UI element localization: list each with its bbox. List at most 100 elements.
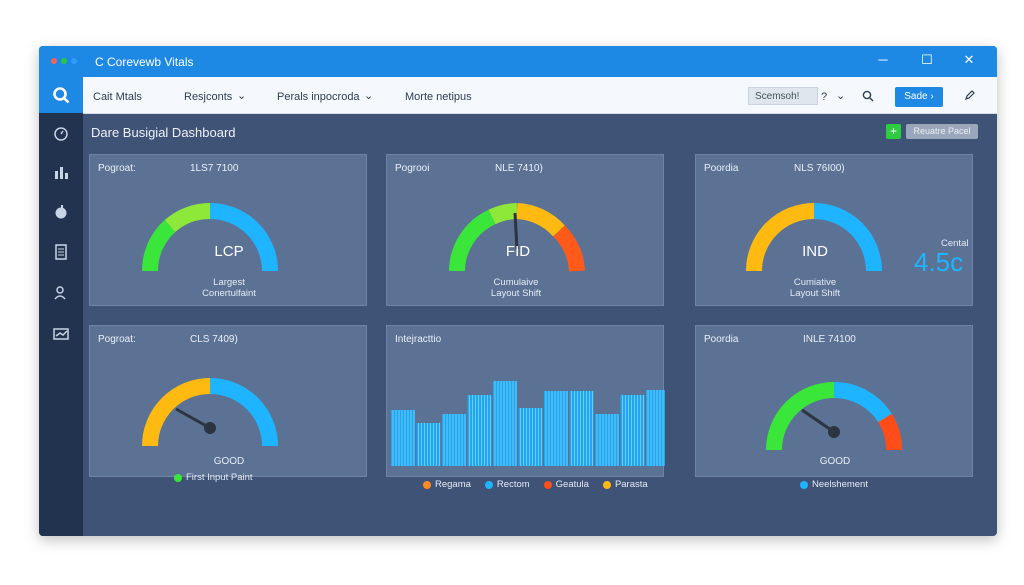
gauge-needle [513,212,519,250]
gauge-label: LCP [214,243,244,260]
legend-label: First Input Paint [186,472,253,483]
bar [518,408,543,466]
card-label: Poordia [704,334,739,345]
card-fid[interactable]: Pogrooi NLE 7410) FID Cumulaive Layout S… [386,154,664,306]
toolbar-item-morte[interactable]: Morte netipus [405,91,472,103]
legend-dot [423,480,431,489]
legend-dot [543,480,552,489]
minimize-dot[interactable] [71,58,77,64]
legend-label: Regama [435,479,471,490]
page-title: Dare Busigial Dashboard [91,125,236,140]
legend-label: Rectom [496,479,530,490]
close-dot[interactable] [51,58,57,64]
legend-label: Neelshement [812,479,868,490]
help-button[interactable]: ? [821,91,828,103]
gauge-needle [801,408,835,434]
legend-label: Parasta [614,479,648,490]
legend-dot [484,480,493,489]
apple-icon[interactable] [52,203,70,221]
gauge-needle [175,407,211,430]
save-button[interactable]: Sade › [895,87,943,107]
toolbar: Cait Mtals Resjconts ⌄ Perals inpocroda … [39,77,997,114]
legend: Neelshement [800,479,868,490]
gauge-sub-2: Conertulfaint [202,288,256,299]
bar [493,381,517,466]
chevron-down-icon[interactable]: ⌄ [836,90,846,102]
toolbar-item-perals[interactable]: Perals inpocroda [277,91,360,103]
gauge-status: GOOD [819,456,851,467]
chart-legend: Regama Rectom Geatula Parasta [423,479,648,490]
bar [569,391,594,466]
bar [595,414,619,466]
big-value: 4.5c [914,247,964,277]
chevron-down-icon[interactable]: ⌄ [364,90,374,102]
gauge-pivot [828,426,840,438]
card-label: Pogroat: [98,334,136,345]
card-label: Pogroat: [98,163,136,174]
legend-label: Geatula [555,479,589,490]
main-content: Dare Busigial Dashboard + Reuatre Pacel … [83,113,997,536]
lcp-gauge [141,202,278,272]
card-neelshement[interactable]: Poordia INLE 74100 GOOD Neelshement [695,325,973,490]
fid-gauge [449,203,585,272]
search-icon[interactable] [862,90,874,102]
bar [620,395,645,466]
legend-dot [602,480,611,489]
bar [544,391,568,466]
search-input[interactable]: Scemsoh! [748,87,818,105]
toolbar-item-resjconts[interactable]: Resjconts [184,91,233,103]
card-label: Poordia [704,163,739,174]
card-value: CLS 7409) [190,334,238,345]
card-interaction[interactable]: Intejracttio Regama Rectom Geatula Paras… [386,325,665,490]
big-value-label: Cental [941,238,969,249]
gauge-sub-1: Cumiative [793,277,837,288]
card-value: 1LS7 7100 [190,163,239,174]
search-icon[interactable] [52,86,70,104]
card-ind[interactable]: Poordia NLS 76I00) IND Cumiative Layout … [695,154,973,306]
bar [442,414,466,466]
gauge-sub-2: Layout Shift [490,288,542,299]
ind-gauge [746,203,882,272]
card-value: NLE 7410) [495,163,543,174]
bar [391,410,415,466]
trend-chart-icon[interactable] [52,325,70,343]
gauge-sub-1: Cumulaive [493,277,539,288]
title-bar: C Corevewb Vitals ─ ☐ ✕ [39,46,997,77]
legend-dot [174,473,182,482]
bar [467,395,492,466]
sidebar-search[interactable] [39,77,83,113]
card-fip[interactable]: Pogroat: CLS 7409) GOOD First Input Pain… [89,325,367,483]
add-button[interactable]: + [886,124,901,139]
card-lcp[interactable]: Pogroat: 1LS7 7100 LCP Largest Conertulf… [89,154,367,306]
bar [646,390,665,466]
gauge-status: GOOD [213,456,245,467]
card-value: INLE 74100 [803,334,856,345]
window-title: C Corevewb Vitals [95,55,194,69]
minimize-button[interactable]: ─ [878,52,888,67]
neelshement-gauge [766,381,903,451]
card-value: NLS 76I00) [794,163,845,174]
user-icon[interactable] [52,284,70,302]
card-label: Intejracttio [395,334,442,345]
gauge-label: IND [802,243,828,260]
toolbar-item-cait-mtals[interactable]: Cait Mtals [93,91,142,103]
window-dots [51,58,77,64]
app-window: C Corevewb Vitals ─ ☐ ✕ Cait Mtals Resjc… [39,46,997,536]
close-button[interactable]: ✕ [963,52,975,67]
maximize-button[interactable]: ☐ [921,52,933,67]
gauge-icon[interactable] [52,124,70,142]
card-label: Pogrooi [395,163,430,174]
gauge-pivot [204,422,216,434]
bar [416,423,441,466]
legend: First Input Paint [174,472,253,483]
gauge-sub-2: Layout Shift [789,288,841,299]
zoom-dot[interactable] [61,58,67,64]
document-icon[interactable] [52,243,70,261]
chevron-down-icon[interactable]: ⌄ [237,90,247,102]
pencil-icon[interactable] [964,89,976,101]
bar-chart-icon[interactable] [52,163,70,181]
panel-button[interactable]: Reuatre Pacel [906,124,978,139]
fip-gauge [142,378,278,447]
legend-dot [800,480,808,489]
sidebar [39,77,83,536]
